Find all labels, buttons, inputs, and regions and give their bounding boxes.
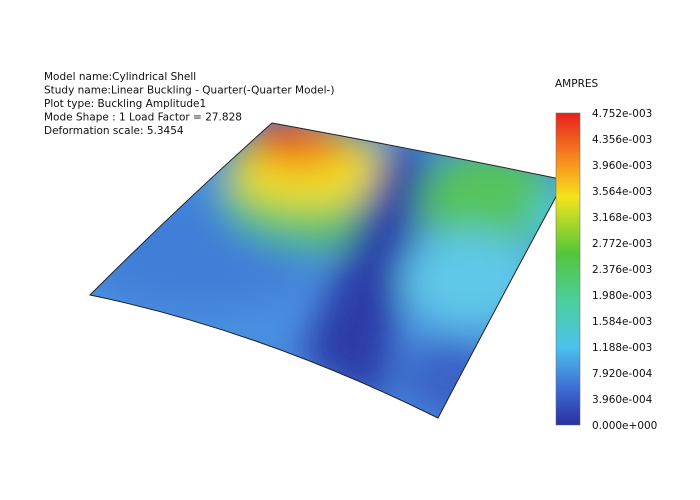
plot-info: Model name:Cylindrical Shell Study name:L… (44, 71, 334, 137)
legend-label: 1.980e-003 (592, 290, 652, 302)
info-line: Model name:Cylindrical Shell (44, 71, 196, 83)
info-line: Deformation scale: 5.3454 (44, 125, 184, 137)
info-line: Study name:Linear Buckling - Quarter(-Qu… (44, 85, 334, 97)
legend-label: 3.960e-004 (592, 394, 653, 406)
legend-label: 3.168e-003 (592, 212, 652, 224)
legend-label: 1.584e-003 (592, 316, 652, 328)
legend-label: 0.000e+000 (592, 420, 657, 432)
legend-label: 3.564e-003 (592, 186, 652, 198)
info-line: Plot type: Buckling Amplitude1 (44, 98, 206, 110)
info-line: Mode Shape : 1 Load Factor = 27.828 (44, 112, 242, 124)
legend-label: 2.772e-003 (592, 238, 652, 250)
legend-label: 7.920e-004 (592, 368, 653, 380)
color-bar (555, 112, 581, 426)
legend-label: 3.960e-003 (592, 160, 652, 172)
legend-label: 4.356e-003 (592, 134, 652, 146)
legend-label: 2.376e-003 (592, 264, 652, 276)
legend-labels: 4.752e-003 4.356e-003 3.960e-003 3.564e-003… (592, 108, 657, 432)
legend-title: AMPRES (555, 78, 599, 90)
deformed-shell (90, 123, 565, 418)
legend-label: 1.188e-003 (592, 342, 652, 354)
legend-label: 4.752e-003 (592, 108, 652, 120)
